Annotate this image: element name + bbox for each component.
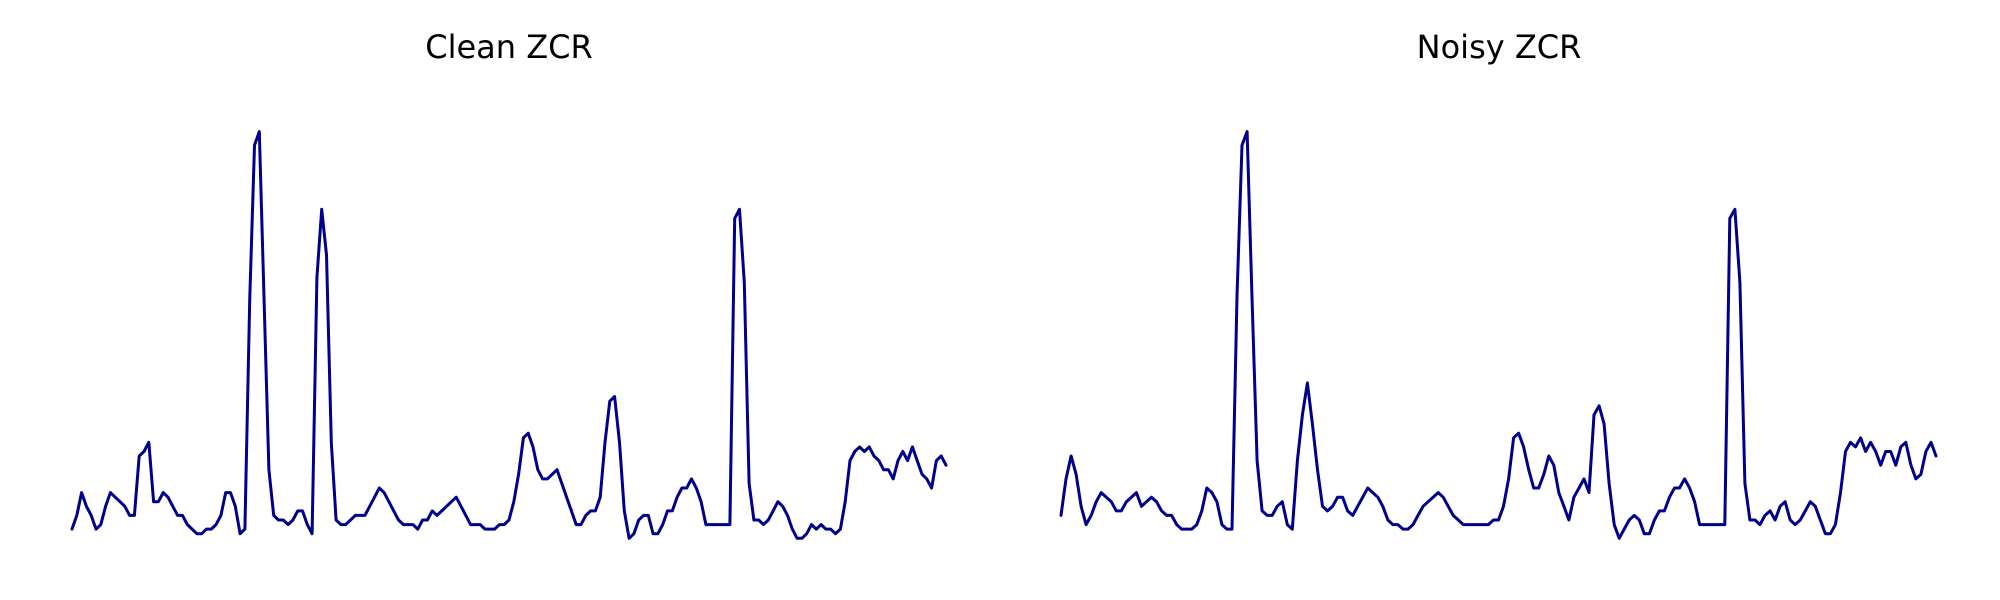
chart-title: Noisy ZCR [1417,28,1582,66]
clean-zcr-chart: Clean ZCR [70,28,948,540]
zcr-series-line [70,130,948,540]
chart-title: Clean ZCR [425,28,592,66]
noisy-zcr-chart: Noisy ZCR [1059,28,1938,540]
zcr-series-line [1059,130,1938,540]
